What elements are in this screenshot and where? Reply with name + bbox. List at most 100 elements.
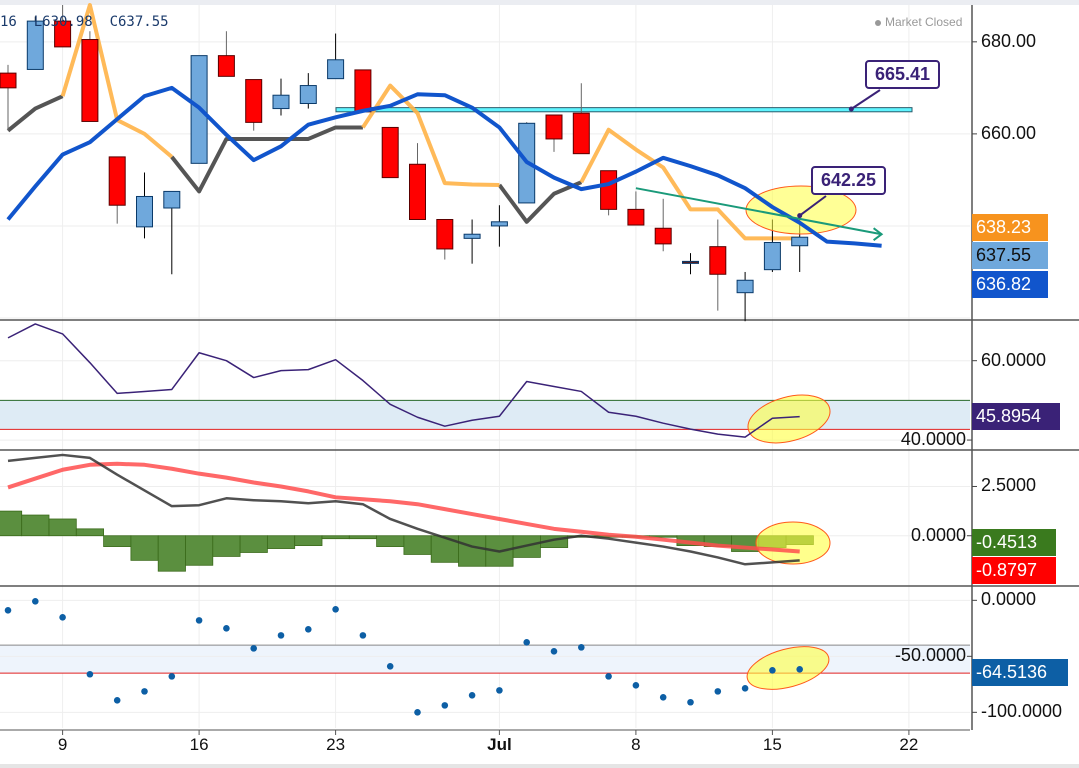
candle	[600, 170, 618, 210]
macd-histogram-bar	[403, 535, 432, 555]
williams-dot	[687, 698, 694, 706]
candle	[54, 20, 72, 48]
williams-dot	[277, 632, 285, 639]
williams-dot	[441, 702, 449, 709]
williams-dot	[59, 614, 66, 621]
trendline	[635, 187, 882, 236]
candle	[163, 190, 181, 209]
x-axis-label: 15	[762, 735, 782, 754]
callout-anchor	[848, 106, 854, 112]
x-axis-label: 9	[57, 735, 68, 754]
y-axis-label: 660.00	[981, 122, 1037, 143]
orange-line-segment	[361, 83, 500, 187]
candle	[627, 208, 645, 226]
candle	[572, 112, 590, 155]
x-axis-label: Jul	[487, 735, 512, 754]
rsi-line	[7, 323, 800, 438]
candle	[545, 114, 563, 140]
macd-histogram-bar	[157, 535, 186, 572]
macd-histogram-bar	[130, 535, 159, 561]
candle	[763, 242, 781, 271]
williams-dot	[86, 670, 94, 678]
williams-dot	[113, 697, 121, 704]
macd-histogram-bar	[348, 535, 377, 540]
candle	[436, 218, 454, 250]
williams-dot	[468, 691, 476, 699]
williams-dot	[32, 598, 39, 605]
macd-signal-line	[7, 461, 800, 554]
williams-dot	[796, 666, 803, 673]
williams-dot	[4, 606, 12, 614]
williams-dot	[578, 644, 585, 651]
williams-dot	[714, 688, 722, 695]
candle	[381, 126, 399, 179]
market-status-label: Market Closed	[885, 15, 963, 29]
x-axis-label: 23	[326, 735, 346, 754]
ohlc-readout: 16 L630.98 C637.55	[0, 14, 169, 30]
macd-line	[7, 453, 800, 566]
y-axis-label: -50.0000	[894, 645, 966, 666]
candle	[463, 233, 481, 239]
macd-histogram-bar	[103, 535, 132, 547]
top-bar	[0, 0, 1079, 5]
candle	[709, 246, 727, 275]
williams-dot	[332, 605, 339, 613]
williams-dot	[659, 694, 667, 701]
highlight-ellipse	[747, 394, 831, 444]
williams-dot	[386, 662, 394, 670]
macd-histogram-bar	[21, 514, 50, 537]
williams-dot	[359, 632, 367, 639]
macd-histogram-bar	[239, 535, 268, 553]
resistance-band	[335, 107, 913, 113]
macd-histogram-bar	[0, 510, 23, 537]
x-axis-label: 22	[899, 735, 919, 754]
price-callout[interactable]: 642.25	[811, 166, 887, 195]
candle	[354, 69, 372, 113]
macd-histogram-bar	[212, 535, 241, 557]
moving-average-line	[6, 85, 882, 248]
candle	[0, 72, 17, 89]
williams-dot	[550, 647, 558, 655]
price-tag: -0.4513	[972, 529, 1056, 556]
price-callout[interactable]: 665.41	[865, 60, 941, 89]
candle	[490, 221, 508, 227]
williams-dot	[605, 673, 612, 680]
gray-line-segment	[6, 94, 64, 133]
highlight-ellipse	[745, 185, 857, 235]
macd-histogram-bar	[75, 528, 105, 537]
macd-histogram-bar	[266, 535, 296, 549]
macd-histogram-bar	[458, 535, 487, 567]
macd-histogram-bar	[294, 535, 323, 546]
candle	[682, 260, 699, 264]
price-tag: 636.82	[972, 271, 1048, 298]
macd-histogram-bar	[321, 535, 350, 540]
macd-histogram-bar	[185, 535, 214, 566]
candle	[108, 156, 126, 206]
williams-dot	[223, 625, 230, 632]
callout-anchor	[797, 213, 803, 219]
williams-dot	[523, 639, 530, 646]
trendline-arrow-icon	[872, 227, 884, 242]
x-axis-label: 16	[189, 735, 209, 754]
williams-dot	[496, 687, 503, 694]
williams-dot	[141, 688, 148, 695]
williams-dot	[195, 617, 203, 624]
y-axis-label: 0.0000	[910, 524, 966, 545]
candle	[409, 163, 426, 220]
y-axis-label: 0.0000	[981, 589, 1037, 610]
market-status: Market Closed	[875, 15, 962, 29]
price-tag: -0.8797	[972, 557, 1056, 584]
williams-dot	[414, 709, 421, 716]
williams-dot	[632, 682, 640, 689]
callout-pointer	[799, 195, 827, 217]
highlight-ellipse	[746, 646, 830, 690]
gray-line-segment	[170, 125, 363, 194]
candle	[217, 55, 235, 77]
candle	[26, 20, 44, 70]
candle	[736, 279, 754, 294]
y-axis-label: 40.0000	[900, 429, 966, 450]
candle	[81, 39, 99, 122]
price-tag: 45.8954	[972, 402, 1060, 430]
williams-dot	[741, 685, 749, 692]
